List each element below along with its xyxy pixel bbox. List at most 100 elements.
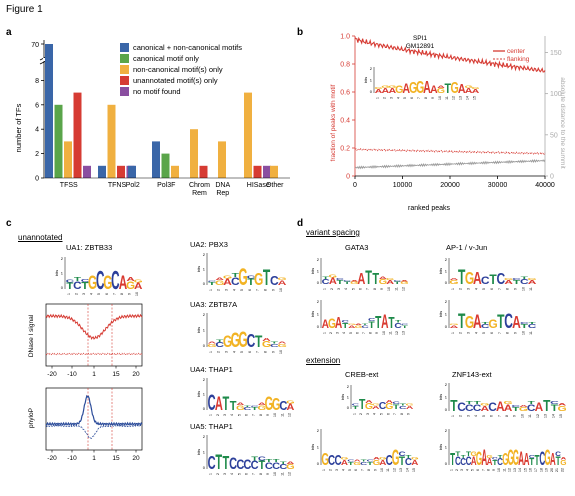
logo-position-label: 9: [271, 289, 275, 291]
logo-letter: A: [481, 405, 490, 413]
logo-position-label: 14: [518, 468, 522, 472]
logo-letter: A: [348, 325, 356, 329]
logo-letter: C: [251, 405, 259, 407]
logo-letter: T: [489, 271, 496, 287]
logo-position-label: 2: [329, 469, 333, 471]
logo-ytick: 2: [445, 428, 448, 433]
x-tick-label-c: -20: [47, 371, 57, 378]
logo-position-label: 8: [259, 473, 263, 475]
y-tick-right-label-b: 100: [550, 91, 562, 98]
logo-letter: G: [272, 396, 281, 415]
logo-position-label: 1: [375, 97, 379, 99]
logo-letter: G: [341, 456, 349, 460]
logo-letter: G: [385, 401, 393, 411]
category-label-a: DNA: [215, 182, 230, 189]
logo-letter: G: [348, 323, 356, 325]
logo-letter: T: [66, 282, 74, 291]
logo-ytick: 0: [317, 324, 320, 329]
logo-letter: T: [551, 403, 559, 414]
logo-letter: C: [229, 454, 237, 473]
y-tick-right-label-b: 150: [550, 50, 562, 57]
logo-letter: T: [372, 270, 379, 287]
logo-position-label: 3: [82, 293, 86, 295]
logo-position-label: 12: [536, 414, 540, 418]
logo-position-label: 22: [560, 468, 564, 472]
logo-letter: C: [247, 332, 256, 352]
logo-letter: C: [497, 456, 503, 467]
logo-ytick: 1: [61, 271, 64, 276]
logo-letter: A: [423, 78, 431, 97]
bar: [128, 165, 136, 178]
logo-position-label: 2: [459, 288, 463, 290]
legend-swatch-a: [120, 76, 129, 85]
bar: [98, 165, 106, 178]
logo-position-label: 15: [473, 96, 477, 100]
logo-position-label: 1: [450, 469, 454, 471]
logo-position-label: 12: [393, 468, 397, 472]
logo-position-label: 9: [380, 288, 384, 290]
logo-letter: A: [262, 337, 271, 342]
logo-position-label: 3: [366, 413, 370, 415]
logo-letter: A: [258, 402, 266, 406]
logo-letter: C: [529, 454, 535, 459]
logo-position-label: 8: [487, 469, 491, 471]
bar: [199, 165, 208, 178]
logo-position-label: 2: [459, 415, 463, 417]
logo-ytick: 1: [317, 269, 320, 274]
logo-position-label: 4: [373, 413, 377, 415]
logo-position-label: 4: [90, 293, 94, 295]
logo-letter: T: [251, 406, 259, 411]
x-tick-label-c: 15: [112, 371, 120, 378]
logo-letter: A: [450, 325, 459, 329]
logo-letter: G: [379, 456, 387, 460]
logo-letter: G: [476, 448, 482, 470]
logo-position-label: 5: [482, 288, 486, 290]
logo-ytick: 2: [317, 428, 320, 433]
logo-letter: G: [557, 405, 567, 413]
category-label-a: TFNS: [108, 182, 127, 189]
logo-letter: G: [223, 333, 232, 351]
ua3-title: UA3: ZBTB7A: [190, 300, 238, 309]
bar-chart-a: number of TFs 0 2 4 6 8 70 TFSS TFNS Pol2 Pol3F Ch…: [14, 40, 290, 197]
logo-letter: A: [430, 84, 438, 96]
logo-letter: C: [352, 403, 360, 406]
logo-letter: C: [243, 406, 251, 411]
logo-position-label: 7: [417, 97, 421, 99]
logo-letter: C: [393, 280, 401, 282]
logo-letter: A: [375, 88, 383, 94]
logo-letter: A: [223, 277, 232, 287]
logo-position-label: 4: [230, 473, 234, 475]
logo-letter: T: [535, 451, 540, 468]
logo-ytick: 1: [445, 445, 448, 450]
logo-letter: C: [398, 451, 405, 458]
y-tick-label-a: 6: [35, 102, 39, 109]
logo-position-label: 8: [505, 415, 509, 417]
y-tick-label-a: 0: [35, 176, 39, 183]
logo-position-label: 4: [232, 289, 236, 291]
logo-letter: C: [272, 462, 281, 472]
logo-letter: G: [560, 458, 566, 467]
logo-letter: T: [359, 395, 366, 412]
logo-position-label: 6: [244, 473, 248, 475]
logo-letter: T: [482, 321, 490, 324]
logo-ytick: 1: [445, 269, 448, 274]
logo-position-label: 2: [329, 332, 333, 334]
logo-letter: C: [96, 267, 105, 295]
logo-letter: A: [381, 312, 388, 333]
bar: [190, 129, 198, 178]
logo-bits-label: bits: [438, 444, 443, 450]
logo-ytick: 0: [203, 343, 206, 348]
logo-letter: C: [496, 270, 505, 288]
axis-break-gap-a: [43, 58, 45, 61]
logo-letter: G: [329, 273, 338, 278]
logo-position-label: 5: [348, 469, 352, 471]
logo-letter: T: [362, 323, 369, 325]
bar: [117, 165, 125, 178]
logo-bits-label: bits: [438, 268, 443, 274]
logo-letter: T: [352, 405, 358, 410]
logo-letter: G: [471, 87, 479, 90]
legend-item-a: no motif found: [120, 86, 242, 97]
